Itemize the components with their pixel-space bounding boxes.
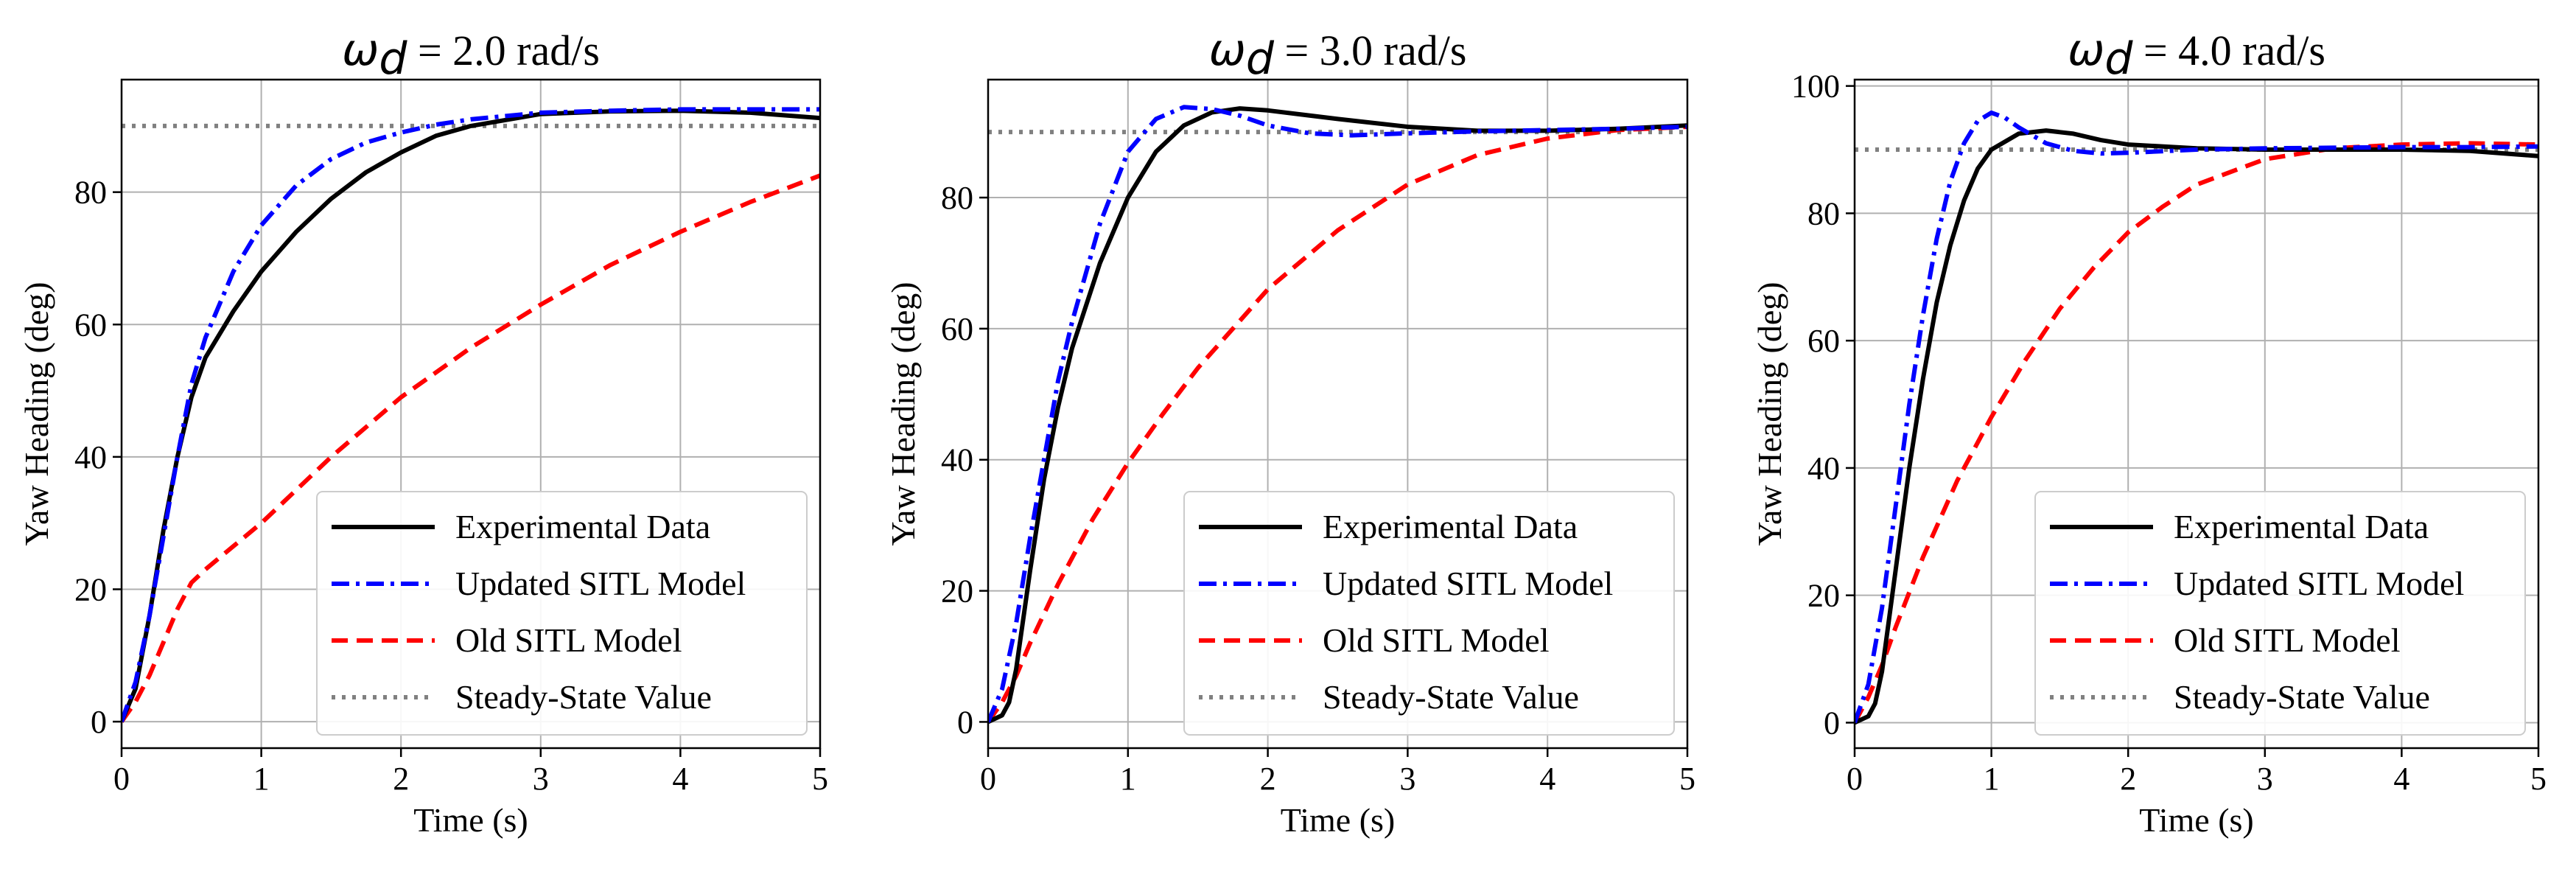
title-symbol: ω xyxy=(1209,24,1246,76)
series-line-old-sitl-model xyxy=(122,173,820,723)
chart-panel: ωd = 4.0 rad/s 0 1 2 3 4 5 0 20 40 60 80 100 Time (s)… xyxy=(1751,24,2547,839)
y-tick-label: 0 xyxy=(91,704,107,740)
x-axis-label: Time (s) xyxy=(413,801,528,839)
x-tick-label: 5 xyxy=(1679,761,1695,797)
title-text: = 2.0 rad/s xyxy=(407,27,599,74)
title-symbol: ω xyxy=(2068,24,2104,76)
x-tick-label: 4 xyxy=(672,761,688,797)
y-tick-label: 20 xyxy=(1807,578,1840,614)
plot-frame xyxy=(987,78,1689,750)
chart-panel: ωd = 2.0 rad/s 0 1 2 3 4 5 0 20 40 60 80 Time (s) Yaw… xyxy=(18,24,828,839)
title-subscript: d xyxy=(2104,33,2133,85)
x-axis-label: Time (s) xyxy=(2139,801,2254,839)
plot-frame xyxy=(1853,78,2540,750)
x-tick-label: 5 xyxy=(2530,761,2547,797)
title-text: = 4.0 rad/s xyxy=(2132,27,2325,74)
chart-title: ωd = 4.0 rad/s xyxy=(2068,24,2325,85)
legend-label: Experimental Data xyxy=(1323,508,1578,545)
legend-label: Old SITL Model xyxy=(2174,621,2401,659)
chart-panel: ωd = 3.0 rad/s 0 1 2 3 4 5 0 20 40 60 80 Time (s) Yaw… xyxy=(884,24,1695,839)
x-axis-label: Time (s) xyxy=(1281,801,1396,839)
legend-label: Steady-State Value xyxy=(1323,678,1579,716)
series-line-updated-sitl-model xyxy=(122,107,820,723)
y-axis-label: Yaw Heading (deg) xyxy=(18,282,55,545)
y-tick-label: 0 xyxy=(1824,705,1840,741)
x-tick-label: 4 xyxy=(1539,761,1555,797)
x-tick-label: 3 xyxy=(533,761,549,797)
x-tick-label: 3 xyxy=(1399,761,1415,797)
x-tick-label: 2 xyxy=(393,761,409,797)
y-tick-label: 80 xyxy=(1807,195,1840,231)
title-subscript: d xyxy=(379,33,407,85)
chart-title: ωd = 3.0 rad/s xyxy=(1209,24,1467,85)
y-tick-label: 80 xyxy=(74,175,107,211)
title-subscript: d xyxy=(1246,33,1275,85)
y-tick-label: 60 xyxy=(1807,323,1840,359)
legend-label: Steady-State Value xyxy=(2174,678,2430,716)
series-line-experimental-data xyxy=(988,106,1687,725)
legend-label: Updated SITL Model xyxy=(2174,565,2464,602)
x-tick-label: 0 xyxy=(1847,761,1863,797)
y-tick-label: 60 xyxy=(74,307,107,343)
series-line-old-sitl-model xyxy=(988,125,1687,724)
y-axis-label: Yaw Heading (deg) xyxy=(884,282,922,545)
y-tick-label: 20 xyxy=(941,573,973,610)
legend-label: Experimental Data xyxy=(455,508,710,545)
legend-label: Old SITL Model xyxy=(455,621,682,659)
x-tick-label: 0 xyxy=(113,761,130,797)
x-tick-label: 1 xyxy=(1984,761,2000,797)
legend: Experimental Data Updated SITL Model Old S… xyxy=(2034,491,2526,736)
legend-label: Updated SITL Model xyxy=(455,565,746,602)
legend-label: Updated SITL Model xyxy=(1323,565,1613,602)
x-tick-label: 4 xyxy=(2393,761,2409,797)
x-tick-label: 5 xyxy=(812,761,828,797)
title-symbol: ω xyxy=(342,24,379,76)
y-tick-label: 40 xyxy=(74,439,107,475)
series-line-updated-sitl-model xyxy=(988,105,1687,723)
y-tick-label: 20 xyxy=(74,571,107,607)
title-text: = 3.0 rad/s xyxy=(1274,27,1466,74)
y-tick-label: 40 xyxy=(1807,450,1840,486)
legend-label: Experimental Data xyxy=(2174,508,2429,545)
x-tick-label: 2 xyxy=(1260,761,1276,797)
y-tick-label: 80 xyxy=(941,180,973,216)
legend: Experimental Data Updated SITL Model Old S… xyxy=(316,491,808,736)
x-tick-label: 1 xyxy=(253,761,270,797)
x-tick-label: 2 xyxy=(2120,761,2136,797)
x-tick-label: 0 xyxy=(980,761,996,797)
plot-frame xyxy=(120,78,822,750)
x-tick-label: 1 xyxy=(1120,761,1136,797)
series-line-updated-sitl-model xyxy=(1855,110,2538,724)
legend-label: Old SITL Model xyxy=(1323,621,1550,659)
legend-box xyxy=(316,491,808,736)
legend: Experimental Data Updated SITL Model Old S… xyxy=(1183,491,1675,736)
y-tick-label: 0 xyxy=(957,704,973,740)
y-tick-label: 40 xyxy=(941,442,973,478)
legend-label: Steady-State Value xyxy=(455,678,712,716)
legend-box xyxy=(2034,491,2526,736)
y-tick-label: 100 xyxy=(1791,69,1840,105)
y-tick-label: 60 xyxy=(941,311,973,347)
chart-title: ωd = 2.0 rad/s xyxy=(342,24,600,85)
legend-box xyxy=(1183,491,1675,736)
x-tick-label: 3 xyxy=(2257,761,2273,797)
y-axis-label: Yaw Heading (deg) xyxy=(1751,282,1788,545)
